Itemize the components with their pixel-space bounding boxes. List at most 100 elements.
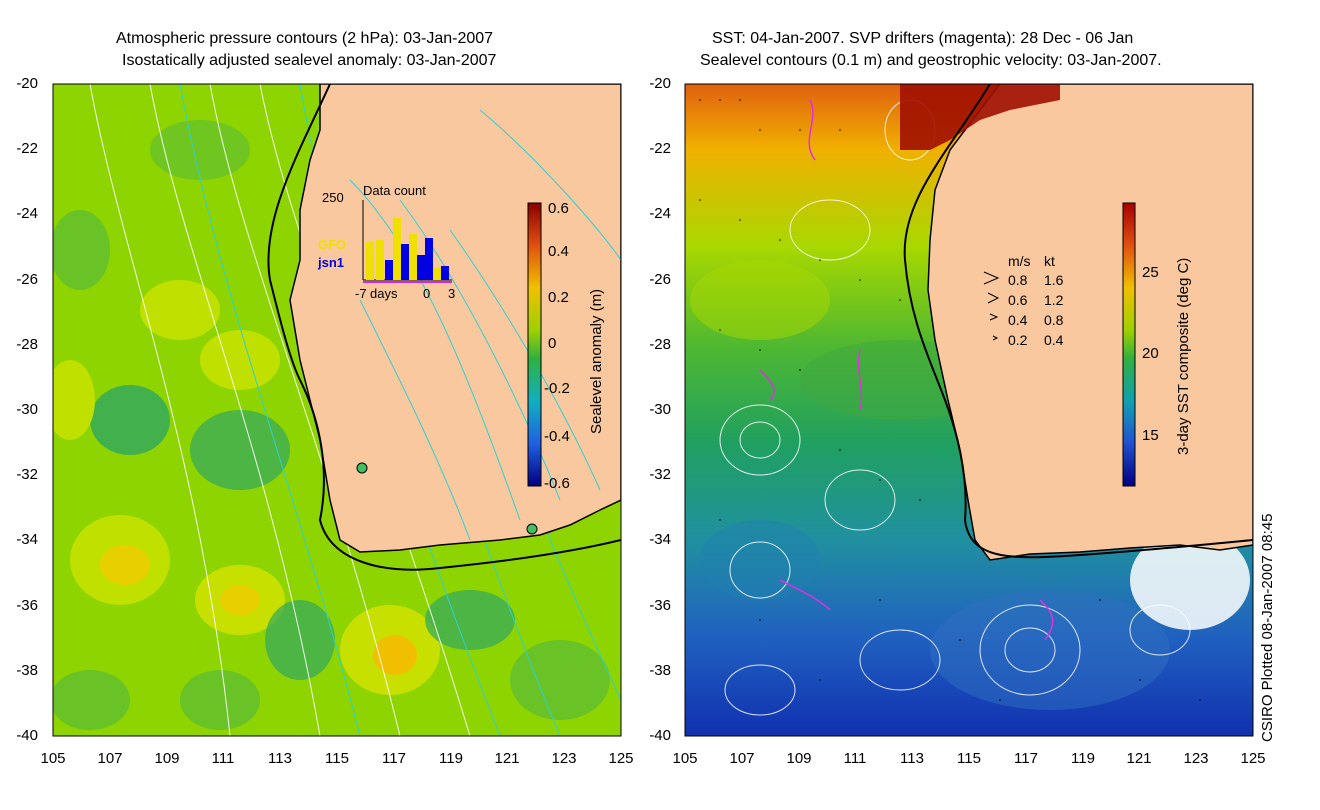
colorbar-tick: -0.4 — [544, 428, 570, 445]
lat-tick: -34 — [16, 531, 38, 548]
colorbar-tick: 0.6 — [548, 200, 569, 217]
velocity-kt-value: 0.8 — [1044, 312, 1064, 328]
velocity-unit-ms: m/s — [1008, 253, 1031, 269]
lat-tick: -26 — [16, 271, 38, 288]
velocity-legend-arrows — [983, 271, 1000, 341]
hot-coastal-region — [900, 84, 1060, 150]
sealevel-colorbar-label: Sealevel anomaly (m) — [588, 288, 605, 434]
colorbar-tick: 25 — [1142, 264, 1159, 281]
colorbar-tick: 0.4 — [548, 243, 569, 260]
inset-x-tick-zero: 0 — [423, 286, 431, 301]
lon-tick: 125 — [1240, 750, 1266, 767]
velocity-ms-value: 0.6 — [1008, 292, 1028, 308]
lat-tick: -24 — [649, 205, 671, 222]
lon-tick: 107 — [97, 750, 123, 767]
right-map — [685, 84, 1253, 736]
lon-tick: 115 — [957, 750, 981, 767]
data-count-histogram — [362, 200, 452, 283]
right-map-title-line1: SST: 04-Jan-2007. SVP drifters (magenta)… — [712, 30, 1134, 47]
plot-credit: CSIRO Plotted 08-Jan-2007 08:45 — [1259, 513, 1276, 742]
sst-colorbar-label: 3-day SST composite (deg C) — [1175, 257, 1192, 455]
lat-tick: -34 — [649, 531, 671, 548]
lat-tick: -20 — [16, 75, 38, 92]
velocity-ms-value: 0.2 — [1008, 332, 1028, 348]
left-map-frame — [52, 83, 622, 737]
lon-tick: 123 — [1183, 750, 1209, 767]
velocity-unit-kt: kt — [1044, 253, 1055, 269]
velocity-kt-value: 1.2 — [1044, 292, 1064, 308]
colorbar-tick: 0.2 — [548, 289, 569, 306]
lat-tick: -24 — [16, 205, 38, 222]
sealevel-colorbar — [527, 202, 542, 487]
sealevel-anomaly-blobs — [53, 120, 610, 730]
lon-tick: 113 — [268, 750, 292, 767]
lon-tick: 125 — [608, 750, 634, 767]
left-map-title-line2: Isostatically adjusted sealevel anomaly:… — [122, 52, 497, 69]
lat-tick: -28 — [16, 336, 38, 353]
lon-tick: 119 — [1071, 750, 1095, 767]
lat-tick: -26 — [649, 271, 671, 288]
sst-colorbar — [1122, 202, 1136, 487]
lat-tick: -32 — [16, 466, 38, 483]
lon-tick: 119 — [439, 750, 463, 767]
lat-tick: -38 — [649, 662, 671, 679]
lat-tick: -38 — [16, 662, 38, 679]
lat-tick: -36 — [16, 597, 38, 614]
lon-tick: 113 — [900, 750, 924, 767]
colorbar-tick: 0 — [548, 335, 557, 352]
lon-tick: 115 — [325, 750, 349, 767]
colorbar-tick: -0.2 — [544, 380, 570, 397]
velocity-ms-value: 0.8 — [1008, 272, 1028, 288]
velocity-kt-value: 0.4 — [1044, 332, 1064, 348]
lat-tick: -36 — [649, 597, 671, 614]
svp-drifter-tracks — [759, 99, 1054, 641]
lon-tick: 105 — [672, 750, 698, 767]
lon-tick: 121 — [494, 750, 520, 767]
lat-tick: -28 — [649, 336, 671, 353]
left-map — [53, 84, 621, 736]
lat-tick: -22 — [649, 140, 671, 157]
lon-tick: 117 — [382, 750, 406, 767]
shelf-contour-right — [903, 84, 1253, 559]
australia-land-right — [927, 84, 1253, 561]
inset-x-tick-left: -7 — [355, 286, 367, 301]
colorbar-tick: -0.6 — [544, 475, 570, 492]
lon-tick: 123 — [551, 750, 577, 767]
inset-legend-gfo: GFO — [318, 237, 347, 252]
lon-tick: 111 — [843, 750, 867, 767]
lat-tick: -30 — [16, 401, 38, 418]
colorbar-tick: 20 — [1142, 345, 1159, 362]
lat-tick: -30 — [649, 401, 671, 418]
velocity-ms-value: 0.4 — [1008, 312, 1028, 328]
sealevel-contours — [719, 99, 1191, 716]
inset-xlabel: days — [370, 286, 398, 301]
colorbar-tick: 15 — [1142, 427, 1159, 444]
inset-legend-jsn1: jsn1 — [318, 255, 345, 270]
tide-gauge-marker — [526, 523, 538, 535]
lon-tick: 117 — [1014, 750, 1038, 767]
lon-tick: 121 — [1126, 750, 1152, 767]
geostrophic-velocity-arrows — [699, 99, 1201, 701]
right-map-frame — [684, 83, 1254, 737]
lon-tick: 109 — [154, 750, 180, 767]
shelf-contour-left — [267, 84, 621, 571]
pressure-contours-land — [349, 109, 621, 541]
lat-tick: -22 — [16, 140, 38, 157]
lat-tick: -40 — [649, 727, 671, 744]
tide-gauge-marker — [356, 462, 368, 474]
left-map-title-line1: Atmospheric pressure contours (2 hPa): 0… — [116, 30, 494, 47]
lat-tick: -32 — [649, 466, 671, 483]
australia-land-left — [289, 84, 621, 553]
inset-x-tick-right: 3 — [448, 286, 456, 301]
lon-tick: 105 — [40, 750, 66, 767]
velocity-kt-value: 1.6 — [1044, 272, 1064, 288]
inset-title: Data count — [363, 183, 426, 198]
lon-tick: 109 — [786, 750, 812, 767]
lat-tick: -40 — [16, 727, 38, 744]
lat-tick: -20 — [649, 75, 671, 92]
lon-tick: 107 — [729, 750, 755, 767]
lon-tick: 111 — [211, 750, 235, 767]
right-map-title-line2: Sealevel contours (0.1 m) and geostrophi… — [700, 52, 1162, 69]
inset-ymax: 250 — [322, 190, 344, 205]
